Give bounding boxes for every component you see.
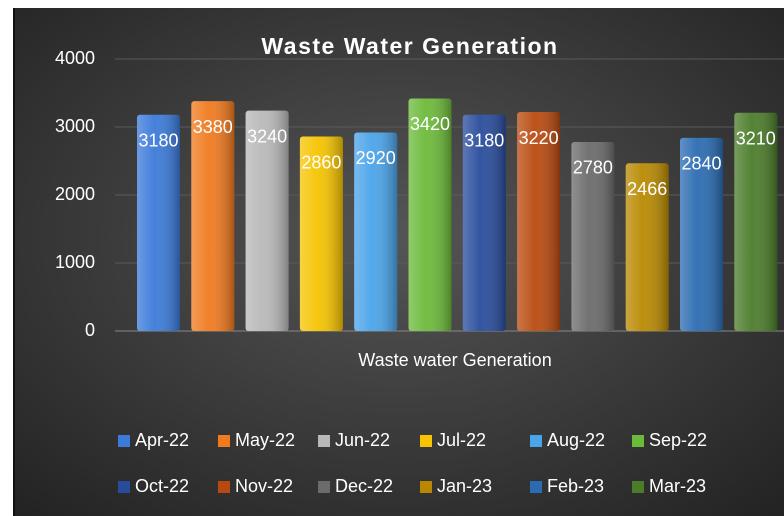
- x-tick-label: Waste water Generation: [358, 350, 551, 370]
- bar-shade: [517, 112, 561, 331]
- legend-label: Jan-23: [437, 476, 492, 496]
- legend-swatch: [218, 435, 230, 447]
- bar-shade: [734, 112, 778, 331]
- legend-swatch: [318, 481, 330, 493]
- bar-shade: [408, 98, 452, 331]
- data-label: 3240: [247, 126, 287, 146]
- legend-swatch: [118, 481, 130, 493]
- bar-shade: [137, 114, 180, 331]
- data-label: 3220: [519, 128, 559, 148]
- legend-swatch: [118, 435, 130, 447]
- bar-shade: [191, 101, 235, 331]
- legend-swatch: [420, 481, 432, 493]
- legend-label: Feb-23: [547, 476, 604, 496]
- y-tick-label: 0: [85, 320, 95, 340]
- data-label: 2780: [573, 158, 613, 178]
- legend-swatch: [420, 435, 432, 447]
- bar-shade: [625, 163, 669, 331]
- data-label: 2860: [301, 152, 341, 172]
- data-label: 2466: [627, 179, 667, 199]
- bar-shade: [245, 110, 289, 332]
- legend-label: Mar-23: [649, 476, 706, 496]
- legend-label: Aug-22: [547, 430, 605, 450]
- legend-label: Nov-22: [235, 476, 293, 496]
- data-label: 2920: [356, 148, 396, 168]
- legend-label: Sep-22: [649, 430, 707, 450]
- legend-swatch: [632, 435, 644, 447]
- chart-title: Waste Water Generation: [261, 33, 558, 59]
- y-tick-label: 2000: [55, 184, 95, 204]
- legend-swatch: [530, 481, 542, 493]
- data-label: 3380: [193, 117, 233, 137]
- legend-label: Dec-22: [335, 476, 393, 496]
- y-tick-label: 1000: [55, 252, 95, 272]
- data-label: 3420: [410, 114, 450, 134]
- legend-label: May-22: [235, 430, 295, 450]
- data-label: 3210: [736, 128, 776, 148]
- data-label: 3180: [464, 131, 504, 151]
- bar-shade: [299, 136, 343, 331]
- legend-label: Jun-22: [335, 430, 390, 450]
- bar-shade: [571, 141, 615, 331]
- legend-swatch: [530, 435, 542, 447]
- bar-shade: [462, 114, 506, 331]
- legend-swatch: [632, 481, 644, 493]
- legend-swatch: [218, 481, 230, 493]
- legend-label: Jul-22: [437, 430, 486, 450]
- data-label: 3180: [138, 131, 178, 151]
- y-tick-label: 4000: [55, 48, 95, 68]
- legend-swatch: [318, 435, 330, 447]
- bar-shade: [354, 132, 398, 331]
- data-label: 2840: [681, 154, 721, 174]
- legend-label: Apr-22: [135, 430, 189, 450]
- y-tick-label: 3000: [55, 116, 95, 136]
- bar-shade: [680, 137, 723, 331]
- legend-label: Oct-22: [135, 476, 189, 496]
